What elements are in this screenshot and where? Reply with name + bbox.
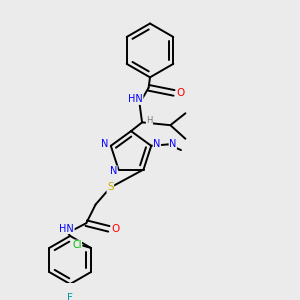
- Text: O: O: [111, 224, 119, 234]
- Text: HN: HN: [59, 224, 74, 234]
- Text: S: S: [107, 182, 114, 193]
- Text: O: O: [176, 88, 184, 98]
- Text: Cl: Cl: [72, 240, 82, 250]
- Text: N: N: [153, 139, 161, 148]
- Text: N: N: [101, 140, 109, 149]
- Text: F: F: [67, 293, 73, 300]
- Text: N: N: [110, 166, 117, 176]
- Text: N: N: [169, 139, 176, 149]
- Text: H: H: [146, 116, 153, 124]
- Text: HN: HN: [128, 94, 143, 104]
